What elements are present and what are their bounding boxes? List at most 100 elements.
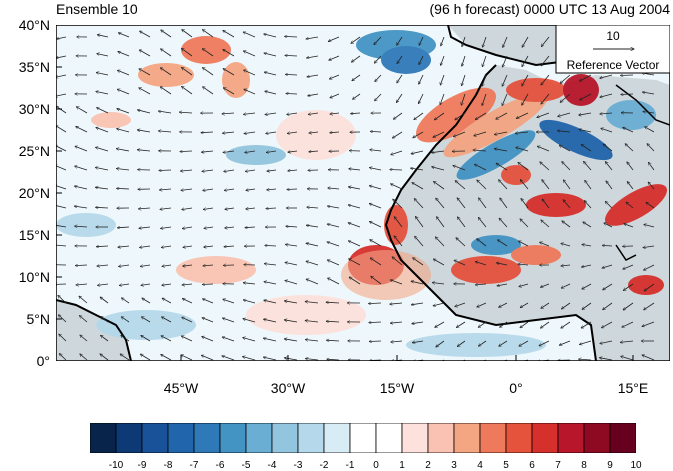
wind-vector [582,283,592,289]
wind-vector [97,108,109,114]
wind-vector [370,240,382,247]
wind-vector [440,93,445,105]
wind-vector [644,224,655,228]
wind-vector [621,94,634,95]
wind-vector [264,282,277,285]
wind-vector [80,335,88,342]
wind-vector [540,321,550,328]
wind-vector [141,335,151,342]
wind-vector [456,321,466,328]
wind-vector [246,189,256,190]
wind-vector [374,55,382,63]
wind-vector [498,240,508,247]
wind-vector [515,132,529,133]
wind-vector [243,32,256,38]
wind-vector [643,112,655,114]
wind-vector [203,189,214,191]
wind-vector [605,201,613,209]
wind-vector [224,246,235,247]
wind-vector [285,244,298,247]
wind-vector [436,198,445,209]
wind-vector [180,151,193,152]
wind-vector [455,302,466,307]
wind-vector [648,162,655,171]
wind-vector [305,340,319,342]
wind-vector [435,321,445,327]
wind-vector [642,92,655,95]
wind-vector [137,130,151,133]
colorbar-swatch [167,423,195,453]
wind-vector [140,354,151,361]
wind-vector [80,354,88,361]
wind-vector [202,170,214,172]
wind-vector [307,74,319,77]
wind-vector [263,338,277,342]
wind-vector [287,132,298,134]
wind-vector [75,166,88,171]
wind-vector [562,221,571,228]
wind-vector [454,260,466,266]
colorbar-label: 2 [425,460,431,471]
wind-vector [223,49,235,57]
wind-vector [561,283,571,288]
wind-vector [158,111,172,114]
colorbar-swatch [245,423,273,453]
wind-vector [348,205,361,209]
wind-vector [223,88,235,95]
wind-vector [371,276,382,285]
wind-vector [75,146,88,152]
wind-vector [375,93,382,101]
wind-vector [585,180,592,190]
wind-vector [518,162,529,171]
wind-vector [519,340,529,346]
wind-vector [435,237,445,247]
wind-vector [600,74,613,78]
wind-vector [56,245,67,246]
wind-vector [502,74,508,86]
colorbar-label: 3 [451,460,457,471]
anomaly-red-1 [181,36,231,64]
colorbar-swatch [505,423,533,453]
wind-vector [245,151,256,153]
wind-vector [137,110,151,114]
wind-vector [120,354,130,361]
wind-vector [306,279,319,285]
wind-vector [411,150,424,154]
reference-vector-box: 10 Reference Vector [555,25,670,74]
wind-vector [482,74,487,86]
wind-vector [162,317,172,323]
wind-vector [244,89,256,95]
colorbar-swatch [115,423,143,453]
lat-label-15n: 15°N [18,227,50,243]
wind-vector [180,170,193,171]
wind-vector [79,316,88,323]
wind-vector [97,265,109,266]
lon-label-15w: 15°W [379,380,415,396]
wind-vector [141,284,151,285]
wind-vector [285,36,298,37]
wind-vector [56,106,67,114]
wind-vector [434,112,445,120]
wind-vector [284,339,298,342]
wind-vector [117,129,130,133]
wind-vector [645,127,655,133]
wind-vector [117,109,130,114]
wind-vector [462,36,466,47]
wind-vector [433,131,445,137]
wind-vector [477,302,487,307]
wind-vector [305,359,319,361]
colorbar-swatch [141,423,169,453]
wind-vector [119,265,130,267]
wind-vector [328,36,340,42]
wind-vector [478,340,487,346]
wind-vector [285,55,298,56]
wind-vector [483,36,487,47]
wind-vector [561,321,571,328]
wind-vector [56,185,67,190]
wind-vector [475,284,487,285]
wind-vector [414,199,424,209]
wind-vector [412,321,424,324]
wind-vector [351,36,361,43]
wind-vector [309,151,319,152]
wind-vector [119,284,130,286]
